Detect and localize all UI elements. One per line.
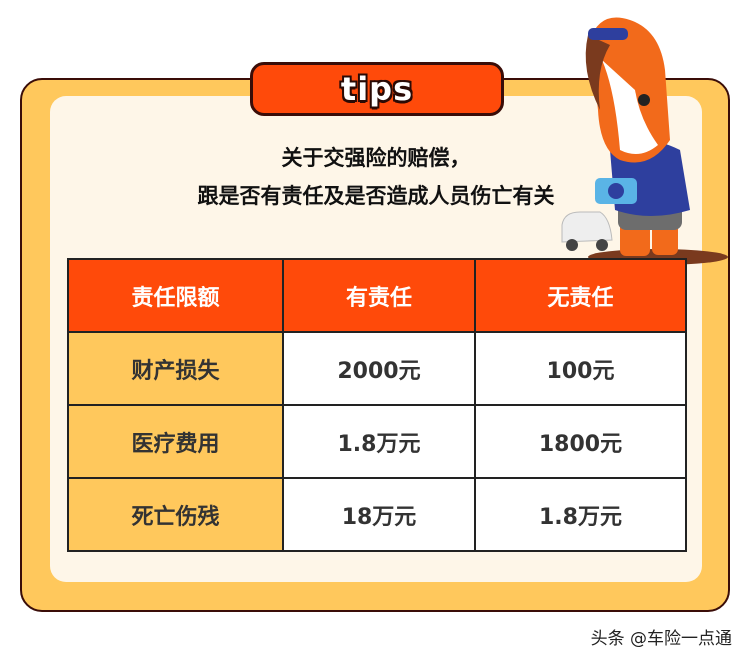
table-cell: 1.8万元 bbox=[474, 477, 687, 552]
header-cell: 无责任 bbox=[474, 258, 687, 333]
row-label: 死亡伤残 bbox=[67, 477, 284, 552]
header-cell: 责任限额 bbox=[67, 258, 284, 333]
row-label: 医疗费用 bbox=[67, 404, 284, 479]
tips-title: tips bbox=[340, 70, 414, 108]
table-cell: 18万元 bbox=[282, 477, 476, 552]
table-header-row: 责任限额 有责任 无责任 bbox=[67, 258, 687, 333]
table-cell: 2000元 bbox=[282, 331, 476, 406]
watermark: 头条 @车险一点通 bbox=[590, 629, 732, 649]
table-cell: 1800元 bbox=[474, 404, 687, 479]
tips-banner: tips bbox=[250, 62, 504, 116]
row-label: 财产损失 bbox=[67, 331, 284, 406]
liability-table: 责任限额 有责任 无责任 财产损失 2000元 100元 医疗费用 1.8万元 … bbox=[67, 258, 687, 552]
intro-line-1: 关于交强险的赔偿， bbox=[281, 146, 471, 170]
table-cell: 100元 bbox=[474, 331, 687, 406]
horse-mascot-illustration bbox=[561, 17, 728, 265]
table-row: 财产损失 2000元 100元 bbox=[67, 331, 687, 406]
header-cell: 有责任 bbox=[282, 258, 476, 333]
table-row: 死亡伤残 18万元 1.8万元 bbox=[67, 477, 687, 552]
table-row: 医疗费用 1.8万元 1800元 bbox=[67, 404, 687, 479]
table-cell: 1.8万元 bbox=[282, 404, 476, 479]
intro-line-2: 跟是否有责任及是否造成人员伤亡有关 bbox=[197, 184, 555, 208]
